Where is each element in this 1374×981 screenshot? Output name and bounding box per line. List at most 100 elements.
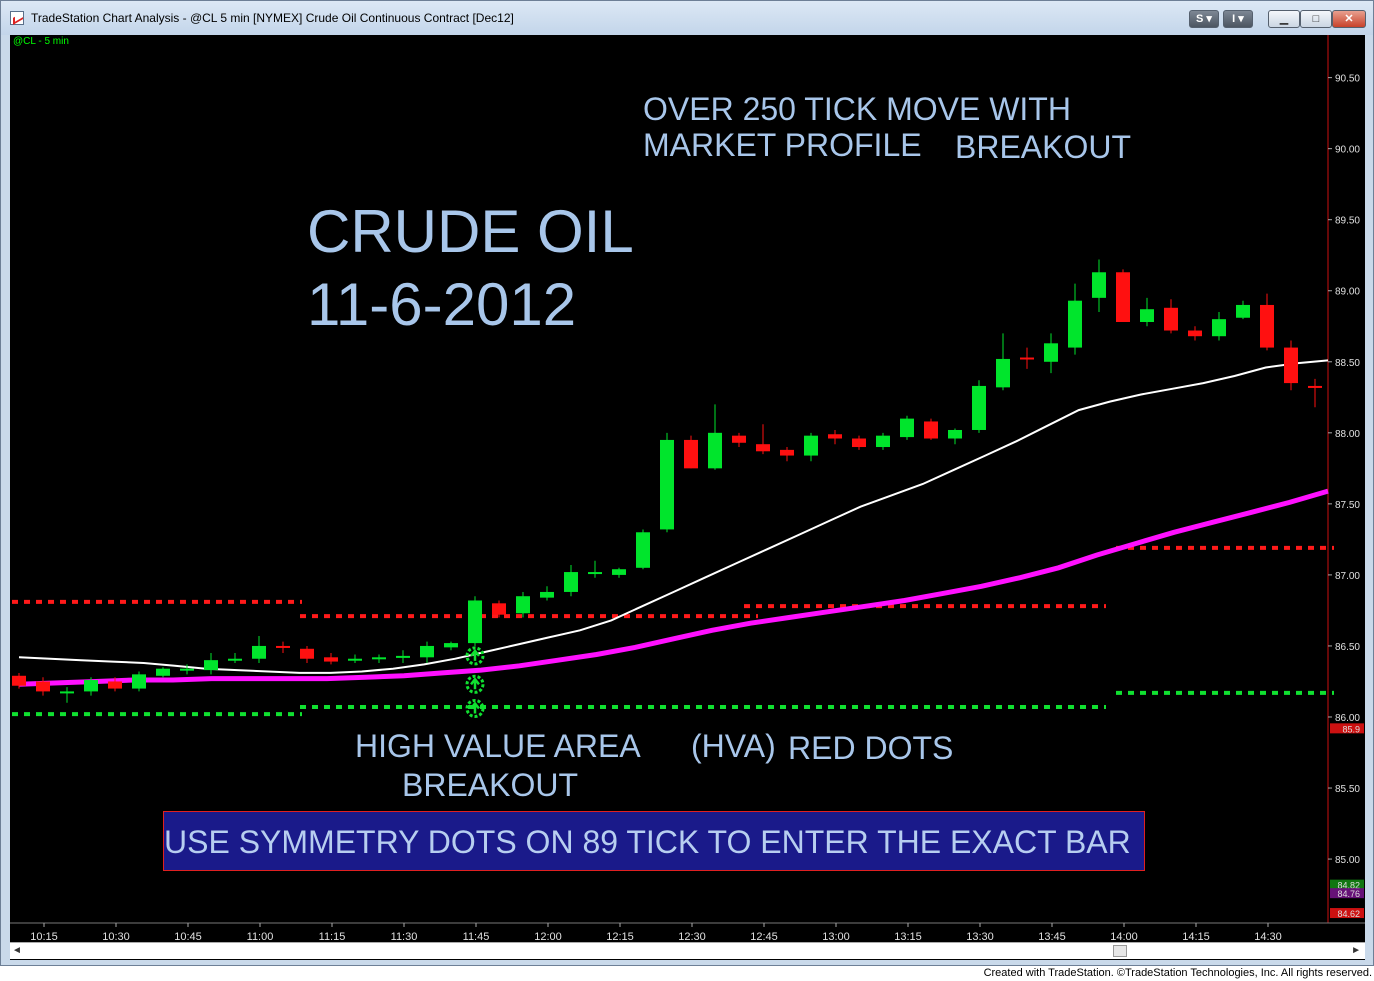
instruction-text: USE SYMMETRY DOTS ON 89 TICK TO ENTER TH… [164, 824, 1131, 860]
annotation-high-value-area: HIGH VALUE AREA [355, 728, 641, 764]
scroll-thumb[interactable] [1113, 945, 1127, 957]
candle [612, 567, 626, 578]
y-tick-label: 86.00 [1335, 713, 1360, 724]
slow-moving-average-line [18, 488, 1329, 687]
candle-body [204, 660, 218, 671]
up-arrow-icon [470, 701, 480, 714]
candle-body [1236, 304, 1250, 318]
price-chart-svg[interactable]: 85.00 85.50 86.00 86.50 87.00 87.50 88.00 88.50… [10, 35, 1365, 942]
candle-body [756, 444, 770, 452]
candle [444, 641, 458, 651]
candle [324, 653, 338, 665]
candle-body [732, 435, 746, 443]
symbol-label: @CL - 5 min [13, 36, 69, 47]
candle [276, 641, 290, 654]
title-bar[interactable]: TradeStation Chart Analysis - @CL 5 min … [1, 1, 1373, 35]
price-marker [1330, 723, 1364, 734]
candle [1212, 312, 1226, 341]
candle [132, 671, 146, 692]
candle [204, 653, 218, 675]
y-tick-label: 86.50 [1335, 642, 1360, 653]
price-marker [1330, 908, 1364, 919]
candle [1164, 299, 1178, 334]
candle-body [804, 435, 818, 456]
symmetry-dot-ring [465, 674, 485, 694]
candle-body [1164, 307, 1178, 331]
candle-body [636, 532, 650, 568]
candle-body [300, 648, 314, 659]
y-tick-label: 88.00 [1335, 429, 1360, 440]
annotation-breakout-top: BREAKOUT [955, 129, 1132, 165]
candle-body [612, 569, 626, 575]
price-marker-label: 85.9 [1342, 724, 1360, 734]
candle-body [1212, 319, 1226, 337]
candle-body [132, 674, 146, 689]
symmetry-dot-ring [465, 646, 485, 666]
candle-body [1092, 272, 1106, 298]
candle-body [588, 572, 602, 575]
x-tick-label: 13:00 [822, 931, 850, 942]
chart-area[interactable]: 85.00 85.50 86.00 86.50 87.00 87.50 88.00 88.50… [10, 35, 1365, 960]
candle [1308, 378, 1322, 408]
candle-body [564, 572, 578, 592]
scroll-left-arrow-icon[interactable]: ◄ [12, 945, 22, 956]
i-menu-button[interactable]: I ▾ [1223, 10, 1253, 28]
candle [564, 564, 578, 597]
candle [348, 654, 362, 663]
annotation-red-dots: RED DOTS [788, 730, 954, 766]
candle [252, 635, 266, 663]
candle-body [1308, 385, 1322, 388]
maximize-button[interactable]: □ [1300, 10, 1332, 28]
candle-body [420, 645, 434, 658]
candle [636, 529, 650, 570]
candle [1236, 300, 1250, 320]
candle [996, 333, 1010, 391]
x-tick-label: 14:15 [1182, 931, 1210, 942]
candle [468, 596, 482, 646]
symmetry-dot [465, 674, 485, 694]
s-menu-button[interactable]: S ▾ [1189, 10, 1219, 28]
x-tick-label: 14:30 [1254, 931, 1282, 942]
candle-body [108, 681, 122, 689]
candle [852, 435, 866, 450]
annotation-crude-oil: CRUDE OIL [307, 198, 634, 265]
x-tick-label: 12:15 [606, 931, 634, 942]
candle [540, 586, 554, 601]
candle-body [180, 668, 194, 671]
price-marker [1330, 888, 1364, 899]
scroll-right-arrow-icon[interactable]: ► [1351, 945, 1361, 956]
candle [36, 677, 50, 696]
horizontal-scrollbar[interactable]: ◄ ► [10, 942, 1365, 959]
candle [972, 380, 986, 433]
candle [84, 677, 98, 696]
x-tick-label: 11:00 [247, 931, 274, 942]
candle-body [1284, 347, 1298, 384]
candle [228, 653, 242, 663]
candle [900, 415, 914, 440]
candle-body [1116, 272, 1130, 323]
price-marker-label: 84.82 [1337, 881, 1360, 891]
candle [420, 641, 434, 663]
x-tick-label: 13:15 [894, 931, 922, 942]
candle [300, 645, 314, 663]
x-tick-label: 14:00 [1110, 931, 1138, 942]
candle-body [324, 657, 338, 662]
y-tick-label: 88.50 [1335, 358, 1360, 369]
annotation-over-250: OVER 250 TICK MOVE WITH [643, 91, 1071, 127]
candle [1020, 347, 1034, 369]
candle-body [252, 645, 266, 659]
footer: Created with TradeStation. ©TradeStation… [0, 966, 1374, 981]
close-button[interactable]: ✕ [1332, 10, 1366, 28]
candle-body [660, 439, 674, 530]
candle-body [84, 680, 98, 692]
candle [156, 667, 170, 678]
minimize-button[interactable]: ▁ [1268, 10, 1300, 28]
y-tick-label: 89.50 [1335, 216, 1360, 227]
candle [60, 687, 74, 703]
window-title: TradeStation Chart Analysis - @CL 5 min … [31, 11, 514, 25]
candle [372, 654, 386, 663]
candle-body [276, 645, 290, 648]
candle-body [516, 596, 530, 614]
tradestation-app-icon [10, 11, 24, 25]
y-tick-label: 89.00 [1335, 287, 1360, 298]
